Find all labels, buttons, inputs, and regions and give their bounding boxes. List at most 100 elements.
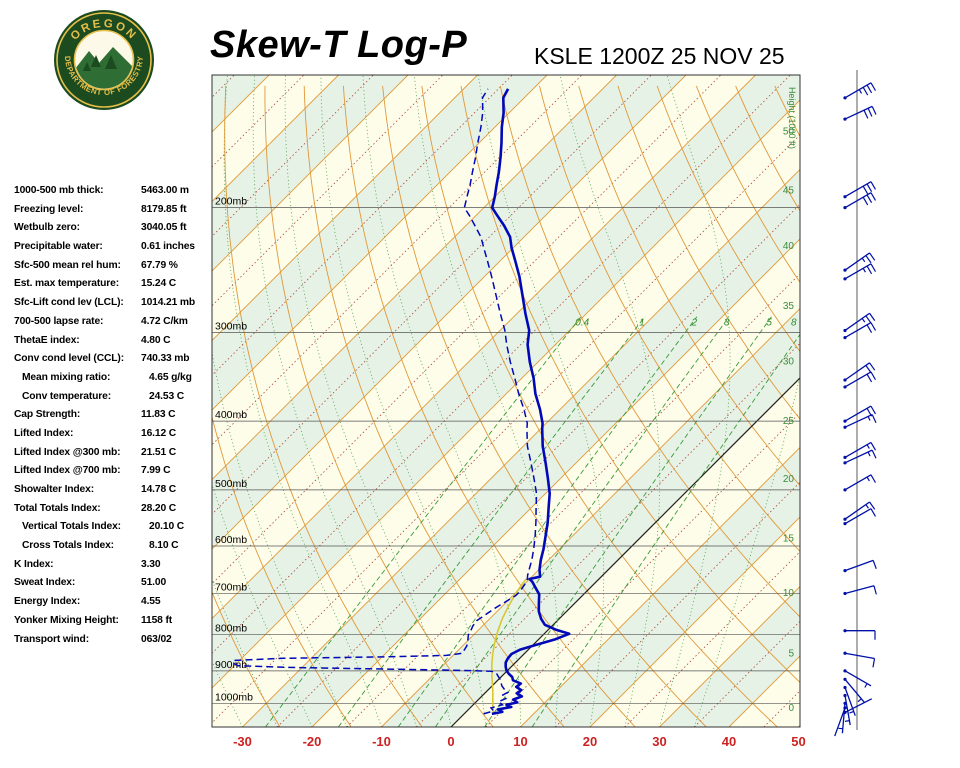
index-row: ThetaE index: 4.80 C: [14, 335, 219, 354]
odf-logo: OREGON DEPARTMENT OF FORESTRY: [53, 9, 155, 111]
pressure-label: 200mb: [215, 196, 247, 208]
height-label: 5: [788, 648, 794, 659]
mixing-ratio-label: 2: [691, 317, 698, 328]
temperature-tick-label: 0: [447, 734, 454, 749]
index-label: Sfc-500 mean rel hum:: [14, 259, 121, 271]
wind-barb: [843, 312, 876, 333]
wind-barb: [843, 371, 877, 389]
chart-title: Skew-T Log-P: [210, 24, 468, 66]
wind-barb: [843, 677, 865, 703]
index-value: 4.72 C/km: [141, 315, 188, 327]
index-label: Freezing level:: [14, 203, 84, 215]
logo-forest-icon: [75, 47, 133, 89]
index-row: Precipitable water: 0.61 inches: [14, 241, 219, 260]
pressure-label: 1000mb: [215, 691, 253, 703]
index-value: 28.20 C: [141, 502, 177, 514]
wind-barb: [843, 693, 851, 726]
mixing-ratio-label: 3: [724, 317, 730, 328]
index-label: Yonker Mixing Height:: [14, 614, 119, 626]
height-label: 30: [783, 356, 795, 367]
dewpoint-trace: [232, 88, 538, 715]
height-label: 45: [783, 186, 795, 197]
wind-barb: [843, 362, 876, 382]
height-label: 35: [783, 301, 795, 312]
wind-barb: [843, 181, 877, 199]
index-value: 15.24 C: [141, 278, 177, 290]
index-label: Conv cond level (CCL):: [14, 353, 124, 365]
wind-barb: [843, 252, 876, 272]
index-value: 1158 ft: [141, 614, 173, 626]
index-label: K Index:: [14, 558, 54, 570]
index-value: 4.55: [141, 596, 161, 608]
index-value: 16.12 C: [141, 427, 177, 439]
temperature-tick-label: 40: [722, 734, 736, 749]
temperature-tick-label: 30: [652, 734, 666, 749]
height-label: 15: [783, 534, 795, 545]
height-label: 40: [783, 241, 795, 252]
temperature-axis: -30 -20 -10 0 10 20 30 40 50: [233, 734, 806, 749]
index-label: Sweat Index:: [14, 577, 76, 589]
temperature-tick-label: -30: [233, 734, 252, 749]
wind-barb: [843, 698, 873, 715]
pressure-label: 400mb: [215, 409, 247, 421]
wind-barb: [843, 501, 876, 521]
index-label: Est. max temperature:: [14, 278, 120, 290]
index-value: 8179.85 ft: [141, 203, 187, 215]
index-label: Sfc-Lift cond lev (LCL):: [14, 297, 124, 309]
index-value: 063/02: [141, 633, 172, 645]
temperature-tick-label: 20: [583, 734, 597, 749]
height-label: 20: [783, 474, 795, 485]
indices-panel: 1000-500 mb thick: 5463.00 m Freezing leve…: [14, 185, 219, 652]
mixing-ratio-label: 5: [766, 317, 772, 328]
mixing-ratio-label: 1: [639, 317, 645, 328]
wind-barb: [843, 192, 877, 210]
height-label: 50: [783, 127, 795, 138]
index-row: Est. max temperature: 15.24 C: [14, 278, 219, 297]
wind-barb: [843, 585, 877, 596]
index-row: K Index: 3.30: [14, 559, 219, 578]
plot-border: [211, 74, 801, 728]
index-label: Cap Strength:: [14, 409, 81, 421]
wind-barb: [843, 559, 877, 573]
index-row: Sweat Index: 51.00: [14, 577, 219, 596]
index-label: Mean mixing ratio:: [22, 371, 111, 383]
index-row: Wetbulb zero: 3040.05 ft: [14, 222, 219, 241]
index-value: 51.00: [141, 577, 167, 589]
index-label: Total Totals Index:: [14, 502, 101, 514]
temperature-tick-label: -20: [303, 734, 322, 749]
index-value: 3040.05 ft: [141, 222, 187, 234]
index-row: Cross Totals Index: 8.10 C: [14, 540, 219, 559]
index-label: Energy Index:: [14, 596, 81, 608]
index-row: Conv cond level (CCL): 740.33 mb: [14, 353, 219, 372]
pressure-label: 800mb: [215, 623, 247, 635]
index-value: 24.53 C: [149, 390, 185, 402]
index-label: Conv temperature:: [22, 390, 111, 402]
pressure-label: 900mb: [215, 659, 247, 671]
mixing-ratio-label: 8: [791, 317, 797, 328]
wind-barbs: [834, 70, 877, 737]
pressure-label: 700mb: [215, 581, 247, 593]
station-datetime: KSLE 1200Z 25 NOV 25: [534, 43, 785, 69]
index-row: 700-500 lapse rate: 4.72 C/km: [14, 316, 219, 335]
index-value: 740.33 mb: [141, 353, 190, 365]
index-label: Wetbulb zero:: [14, 222, 80, 234]
index-label: Showalter Index:: [14, 484, 94, 495]
index-value: 20.10 C: [149, 521, 185, 533]
height-label: 25: [783, 416, 795, 427]
index-label: Cross Totals Index:: [22, 540, 114, 552]
wind-barb: [843, 449, 877, 465]
index-row: Total Totals Index: 28.20 C: [14, 503, 219, 522]
wind-barb: [843, 685, 856, 716]
temperature-tick-label: -10: [372, 734, 391, 749]
height-label: 0: [788, 703, 794, 714]
index-label: Vertical Totals Index:: [22, 521, 121, 533]
index-value: 11.83 C: [141, 409, 176, 421]
temperature-tick-label: 50: [791, 734, 805, 749]
index-label: Precipitable water:: [14, 241, 103, 253]
index-row: Mean mixing ratio: 4.65 g/kg: [14, 372, 219, 391]
index-row: Transport wind: 063/02: [14, 634, 219, 653]
index-value: 8.10 C: [149, 540, 179, 552]
